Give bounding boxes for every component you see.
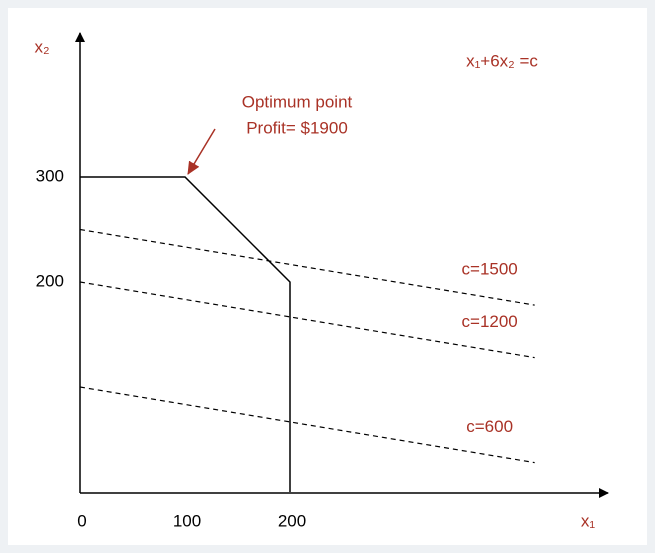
series-line: [79, 386, 535, 464]
series-line: [80, 176, 291, 492]
annotation: Optimum point: [242, 92, 353, 111]
y-tick-label: 300: [36, 166, 64, 185]
series-line: [79, 228, 535, 306]
formula: x₁+6x₂ =c: [466, 51, 538, 70]
x-tick-label: 0: [77, 511, 86, 530]
x-tick-label: 200: [278, 511, 306, 530]
y-tick-label: 200: [36, 271, 64, 290]
x-axis-label: x₁: [581, 511, 596, 530]
x-tick-label: 100: [173, 511, 201, 530]
annotation: Profit= $1900: [246, 118, 348, 137]
y-axis-label: x₂: [34, 37, 49, 56]
series-label: c=600: [466, 417, 513, 436]
series-label: c=1500: [462, 260, 518, 279]
series-label: c=1200: [462, 312, 518, 331]
annotation-arrow: [187, 128, 216, 175]
panel: [8, 8, 647, 545]
series-line: [79, 281, 535, 359]
